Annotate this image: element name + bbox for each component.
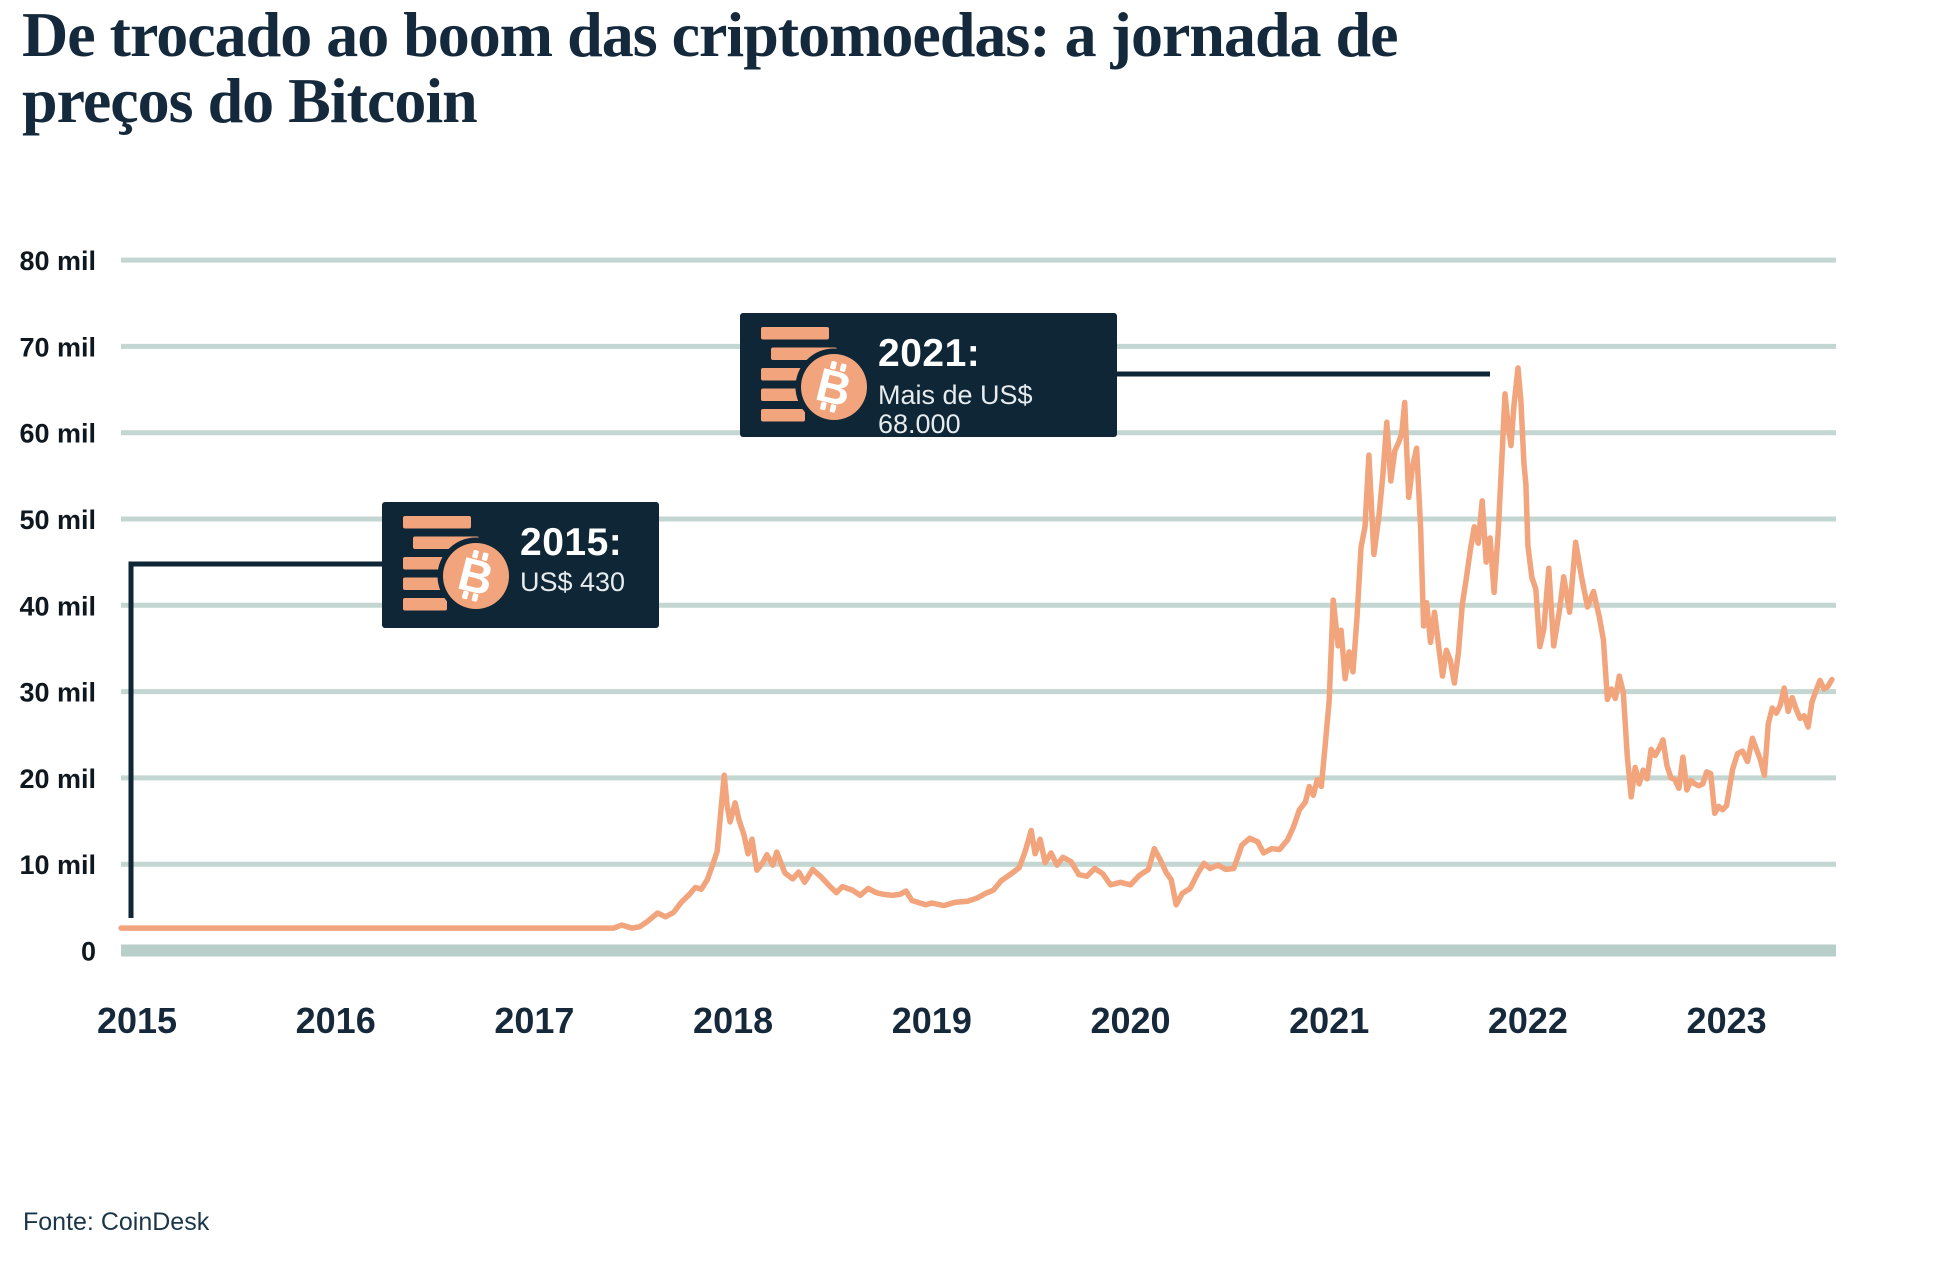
x-axis-label: 2019 (892, 1000, 972, 1041)
annotation-connector-2015 (128, 561, 382, 918)
zero-gridline (121, 944, 1836, 957)
y-axis-label: 10 mil (19, 850, 96, 880)
x-axis-label: 2016 (296, 1000, 376, 1041)
annotation-2021-value-line1: Mais de US$ (878, 380, 1033, 410)
y-axis-label: 0 (81, 937, 96, 967)
x-axis-label: 2015 (97, 1000, 177, 1041)
annotation-2021-value-line2: 68.000 (878, 409, 961, 439)
x-axis-label: 2021 (1289, 1000, 1369, 1041)
annotation-2015-value: US$ 430 (520, 567, 626, 597)
y-axis-label: 60 mil (19, 419, 96, 449)
y-axis-label: 30 mil (19, 678, 96, 708)
x-axis-label: 2020 (1090, 1000, 1170, 1041)
y-axis-label: 50 mil (19, 505, 96, 535)
y-axis-label: 20 mil (19, 764, 96, 794)
x-axis-label: 2018 (693, 1000, 773, 1041)
x-axis-label: 2023 (1687, 1000, 1767, 1041)
x-axis-label: 2017 (494, 1000, 574, 1041)
annotation-2021-year-label: 2021: (878, 332, 981, 375)
annotation-box-2015: B 2015: US$ 430 (382, 502, 659, 628)
page-title-line1: De trocado ao boom das criptomoedas: a j… (22, 0, 1399, 70)
y-axis-label: 80 mil (19, 246, 96, 276)
y-axis-label: 70 mil (19, 332, 96, 362)
x-axis-label: 2022 (1488, 1000, 1568, 1041)
page-title-line2: preços do Bitcoin (22, 65, 478, 136)
bitcoin-coin-stack-icon: B (403, 516, 515, 615)
bitcoin-price-line (118, 365, 1835, 931)
page-title: De trocado ao boom das criptomoedas: a j… (22, 2, 1722, 134)
source-credit: Fonte: CoinDesk (23, 1208, 210, 1236)
annotation-2015-year-label: 2015: (520, 521, 623, 564)
bitcoin-coin-stack-icon: B (761, 327, 873, 426)
annotation-box-2021: B 2021: Mais de US$ 68.000 (740, 313, 1117, 439)
y-axis-label: 40 mil (19, 591, 96, 621)
